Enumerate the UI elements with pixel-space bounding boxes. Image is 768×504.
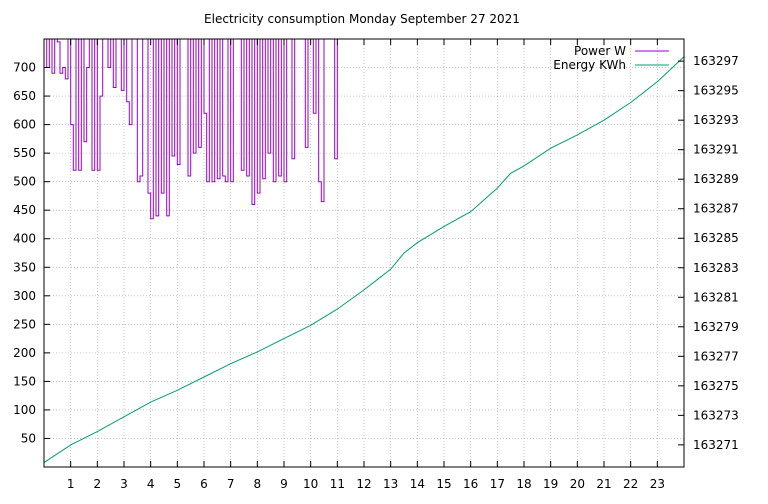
series-line-power [44, 38, 338, 220]
y-left-tick-label: 700 [13, 61, 36, 75]
x-tick-label: 23 [650, 477, 665, 491]
y-left-tick-label: 300 [13, 289, 36, 303]
x-tick-label: 9 [280, 477, 288, 491]
x-tick-label: 22 [623, 477, 638, 491]
y-left-tick-label: 500 [13, 175, 36, 189]
x-tick-label: 10 [303, 477, 318, 491]
x-tick-label: 17 [490, 477, 505, 491]
y-right-tick-label: 163287 [693, 202, 739, 216]
y-right-tick-label: 163289 [693, 172, 739, 186]
y-right-tick-label: 163281 [693, 290, 739, 304]
y-left-tick-label: 550 [13, 146, 36, 160]
y-right-tick-label: 163297 [693, 54, 739, 68]
y-right-axis-ticks: 163271 163273 163275 163277 163279 163281 1632… [678, 54, 739, 452]
y-left-tick-label: 450 [13, 203, 36, 217]
series-line-energy [43, 56, 685, 464]
x-tick-label: 13 [383, 477, 398, 491]
y-left-tick-label: 150 [13, 374, 36, 388]
y-right-tick-label: 163291 [693, 143, 739, 157]
y-right-tick-label: 163283 [693, 261, 739, 275]
x-tick-label: 2 [94, 477, 102, 491]
x-tick-label: 15 [436, 477, 451, 491]
x-tick-label: 1 [67, 477, 75, 491]
x-tick-label: 3 [120, 477, 128, 491]
y-left-tick-label: 50 [21, 431, 36, 445]
y-left-axis-ticks: 50 100 150 200 250 300 350 400 450 500 550 600 650 70… [13, 61, 50, 445]
y-left-tick-label: 250 [13, 317, 36, 331]
x-tick-label: 12 [356, 477, 371, 491]
y-right-tick-label: 163285 [693, 231, 739, 245]
x-tick-label: 19 [543, 477, 558, 491]
y-right-tick-label: 163273 [693, 408, 739, 422]
y-left-tick-label: 100 [13, 403, 36, 417]
y-right-tick-label: 163279 [693, 320, 739, 334]
x-tick-label: 11 [330, 477, 345, 491]
x-tick-label: 14 [410, 477, 425, 491]
y-left-tick-label: 350 [13, 260, 36, 274]
x-tick-label: 21 [596, 477, 611, 491]
x-tick-label: 7 [227, 477, 235, 491]
x-tick-label: 20 [570, 477, 585, 491]
y-left-tick-label: 400 [13, 232, 36, 246]
y-left-tick-label: 200 [13, 346, 36, 360]
legend: Power W Energy KWh [553, 44, 669, 72]
grid-lines [44, 39, 684, 467]
x-axis-ticks: 1 2 3 4 5 6 7 8 9 10 11 12 13 14 15 16 17 18 19 20 21 22 23 [67, 39, 665, 491]
legend-label-power: Power W [574, 44, 626, 58]
y-right-tick-label: 163295 [693, 84, 739, 98]
x-tick-label: 5 [174, 477, 182, 491]
x-tick-label: 8 [254, 477, 262, 491]
y-right-tick-label: 163271 [693, 438, 739, 452]
x-tick-label: 16 [463, 477, 478, 491]
y-right-tick-label: 163293 [693, 113, 739, 127]
y-left-tick-label: 650 [13, 89, 36, 103]
legend-label-energy: Energy KWh [553, 58, 626, 72]
x-tick-label: 4 [147, 477, 155, 491]
y-right-tick-label: 163275 [693, 379, 739, 393]
y-left-tick-label: 600 [13, 118, 36, 132]
y-right-tick-label: 163277 [693, 349, 739, 363]
x-tick-label: 18 [516, 477, 531, 491]
chart-title: Electricity consumption Monday September… [204, 12, 520, 26]
x-tick-label: 6 [200, 477, 208, 491]
